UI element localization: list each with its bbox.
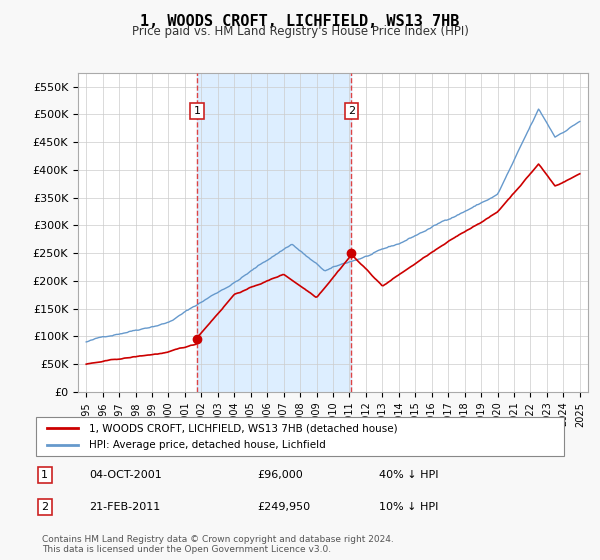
Text: 1: 1 (194, 106, 201, 116)
Text: HPI: Average price, detached house, Lichfield: HPI: Average price, detached house, Lich… (89, 440, 326, 450)
Text: 1, WOODS CROFT, LICHFIELD, WS13 7HB (detached house): 1, WOODS CROFT, LICHFIELD, WS13 7HB (det… (89, 423, 397, 433)
Bar (197, 73, 352, 392)
Text: 1, WOODS CROFT, LICHFIELD, WS13 7HB: 1, WOODS CROFT, LICHFIELD, WS13 7HB (140, 14, 460, 29)
FancyBboxPatch shape (36, 417, 564, 456)
Text: 1: 1 (41, 470, 48, 480)
Text: 04-OCT-2001: 04-OCT-2001 (89, 470, 161, 480)
Text: £96,000: £96,000 (258, 470, 304, 480)
Text: Price paid vs. HM Land Registry's House Price Index (HPI): Price paid vs. HM Land Registry's House … (131, 25, 469, 38)
Text: Contains HM Land Registry data © Crown copyright and database right 2024.
This d: Contains HM Land Registry data © Crown c… (42, 535, 394, 554)
Text: £249,950: £249,950 (258, 502, 311, 512)
Text: 10% ↓ HPI: 10% ↓ HPI (379, 502, 439, 512)
Text: 2: 2 (41, 502, 49, 512)
Text: 21-FEB-2011: 21-FEB-2011 (89, 502, 160, 512)
Text: 2: 2 (348, 106, 355, 116)
Text: 40% ↓ HPI: 40% ↓ HPI (379, 470, 439, 480)
